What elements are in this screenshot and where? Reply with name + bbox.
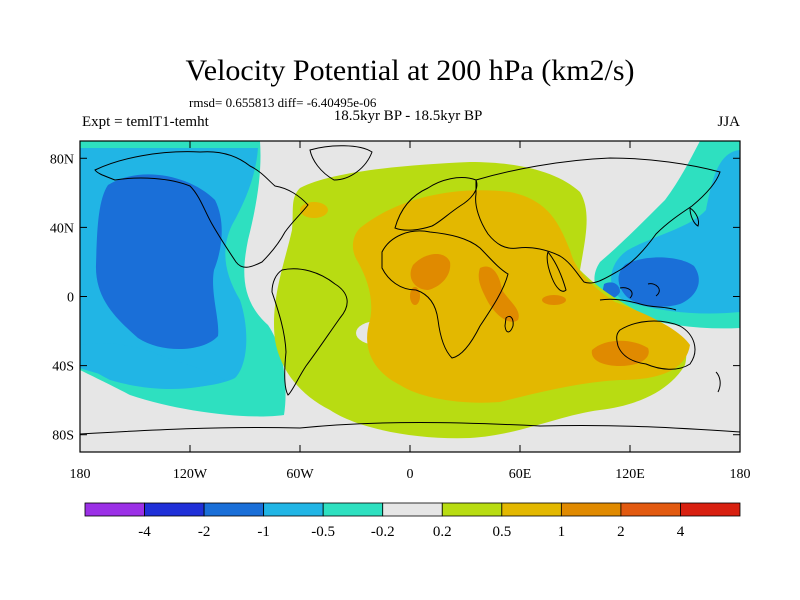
coast-new-zealand	[715, 371, 721, 393]
contour-pos-strong-africa	[410, 254, 451, 290]
coastlines	[80, 145, 740, 435]
colorbar-label: 2	[617, 524, 625, 540]
coast-indonesia	[599, 283, 677, 311]
colorbar-label: 0.2	[433, 524, 452, 540]
x-tick-label: 0	[407, 467, 414, 482]
chart-title: Velocity Potential at 200 hPa (km2/s)	[185, 54, 634, 87]
contour-neg-strong-maritime	[618, 257, 699, 307]
season-label: JJA	[717, 114, 740, 130]
x-tick-label: 60E	[509, 467, 532, 482]
colorbar-swatch	[560, 502, 622, 517]
colorbar-label: 4	[677, 524, 685, 540]
colorbar-label: -0.5	[311, 524, 335, 540]
colorbar-swatch	[441, 502, 503, 517]
coast-india	[546, 250, 567, 292]
colorbar-swatch	[680, 502, 741, 517]
colorbar-swatch	[501, 502, 562, 517]
colorbar-swatch	[203, 502, 265, 517]
coast-north-america	[94, 151, 309, 268]
colorbar-swatch	[620, 502, 681, 517]
colorbar-label: 1	[558, 524, 566, 540]
coast-japan	[689, 207, 699, 227]
x-tick-label: 60W	[286, 467, 314, 482]
y-tick-label: 40N	[50, 221, 74, 236]
map-field	[80, 141, 740, 452]
coast-madagascar	[504, 315, 514, 333]
colorbar-swatch	[84, 502, 145, 517]
colorbar-label: 0.5	[492, 524, 511, 540]
coast-south-america	[271, 268, 348, 396]
coast-antarctica	[80, 422, 740, 435]
contour-pos-strong-indian	[542, 295, 566, 305]
contour-neg-south-pacific	[80, 343, 225, 389]
colorbar: -4 -2 -1 -0.5 -0.2 0.2 0.5 1 2 4	[84, 502, 741, 540]
contour-pos-strong-horn	[478, 266, 519, 322]
coast-greenland	[309, 145, 373, 181]
y-tick-label: 80S	[52, 429, 74, 444]
contour-neg-strong-pacific	[95, 174, 222, 350]
x-tick-label: 180	[70, 467, 91, 482]
stats-text: rmsd= 0.655813 diff= -6.40495e-06	[189, 95, 377, 110]
x-tick-label: 180	[730, 467, 751, 482]
contour-pos-strong-south-indian	[591, 340, 649, 366]
period-label: 18.5kyr BP - 18.5kyr BP	[334, 108, 483, 124]
y-axis: 80N 40N 0 40S 80S	[50, 152, 740, 444]
colorbar-label: -1	[257, 524, 270, 540]
y-tick-label: 40S	[52, 360, 74, 375]
y-tick-label: 0	[67, 291, 74, 306]
colorbar-swatch	[322, 502, 384, 517]
colorbar-label: -4	[138, 524, 151, 540]
coast-asia	[475, 157, 721, 284]
coast-africa	[381, 230, 509, 359]
colorbar-label: -2	[198, 524, 211, 540]
y-tick-label: 80N	[50, 152, 74, 167]
x-tick-label: 120W	[173, 467, 208, 482]
contour-pos-strong-tiny	[410, 287, 420, 305]
coast-europe	[394, 177, 478, 231]
colorbar-label: -0.2	[371, 524, 395, 540]
colorbar-swatch	[144, 502, 205, 517]
experiment-label: Expt = temlT1-temht	[82, 114, 210, 130]
colorbar-swatch	[263, 502, 324, 517]
x-tick-label: 120E	[615, 467, 645, 482]
colorbar-swatch	[382, 502, 443, 517]
x-axis: 180 120W 60W 0 60E 120E 180	[70, 141, 751, 482]
coast-australia	[616, 320, 696, 370]
